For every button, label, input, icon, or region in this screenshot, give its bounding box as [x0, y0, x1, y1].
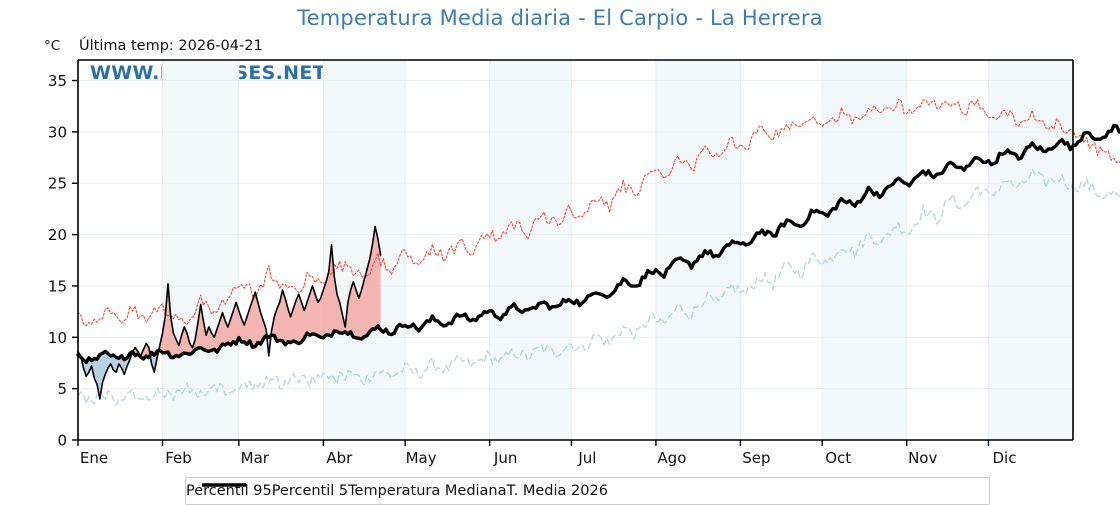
svg-text:15: 15 [48, 277, 67, 295]
svg-text:Jul: Jul [577, 449, 596, 467]
svg-text:Ene: Ene [80, 449, 108, 467]
svg-text:Ago: Ago [657, 449, 686, 467]
svg-text:20: 20 [48, 226, 67, 244]
svg-text:Nov: Nov [908, 449, 937, 467]
svg-text:0: 0 [57, 432, 67, 450]
svg-text:Sep: Sep [742, 449, 770, 467]
svg-text:Jun: Jun [493, 449, 517, 467]
y-axis-unit-label: °C [44, 38, 61, 54]
svg-text:Mar: Mar [241, 449, 270, 467]
svg-text:10: 10 [48, 329, 67, 347]
svg-text:May: May [406, 449, 437, 467]
last-temp-subtitle: Última temp: 2026-04-21 [79, 38, 263, 54]
svg-text:30: 30 [48, 123, 67, 141]
svg-text:Oct: Oct [825, 449, 851, 467]
svg-text:25: 25 [48, 175, 67, 193]
series-lines [76, 98, 1120, 406]
tick-labels: 0 5 10 15 20 25 30 35 Ene Feb Mar Abr May Jun Jul Ago Se… [48, 72, 1017, 467]
svg-text:Feb: Feb [165, 449, 192, 467]
svg-text:35: 35 [48, 72, 67, 90]
page-title: Temperatura Media diaria - El Carpio - L… [297, 6, 823, 30]
svg-text:5: 5 [57, 380, 67, 398]
legend-item-1[interactable]: Percentil 5 [202, 478, 349, 504]
month-bands [162, 60, 1073, 440]
legend-label-temperatura-mediana: Temperatura Mediana [348, 483, 507, 499]
chart-legend: Percentil 95 Percentil 5 Temperatura Med… [185, 477, 990, 505]
legend-label-percentil-5: Percentil 5 [271, 483, 349, 499]
legend-item-3[interactable]: T. Media 2026 [202, 478, 608, 504]
legend-label-percentil-95: Percentil 95 [186, 483, 272, 499]
legend-swatch-t-media-2026 [202, 484, 246, 486]
svg-text:Dic: Dic [993, 449, 1017, 467]
svg-text:Abr: Abr [326, 449, 353, 467]
legend-item-2[interactable]: Temperatura Mediana [202, 478, 507, 504]
axes [77, 59, 1074, 441]
legend-label-t-media-2026: T. Media 2026 [506, 483, 608, 499]
